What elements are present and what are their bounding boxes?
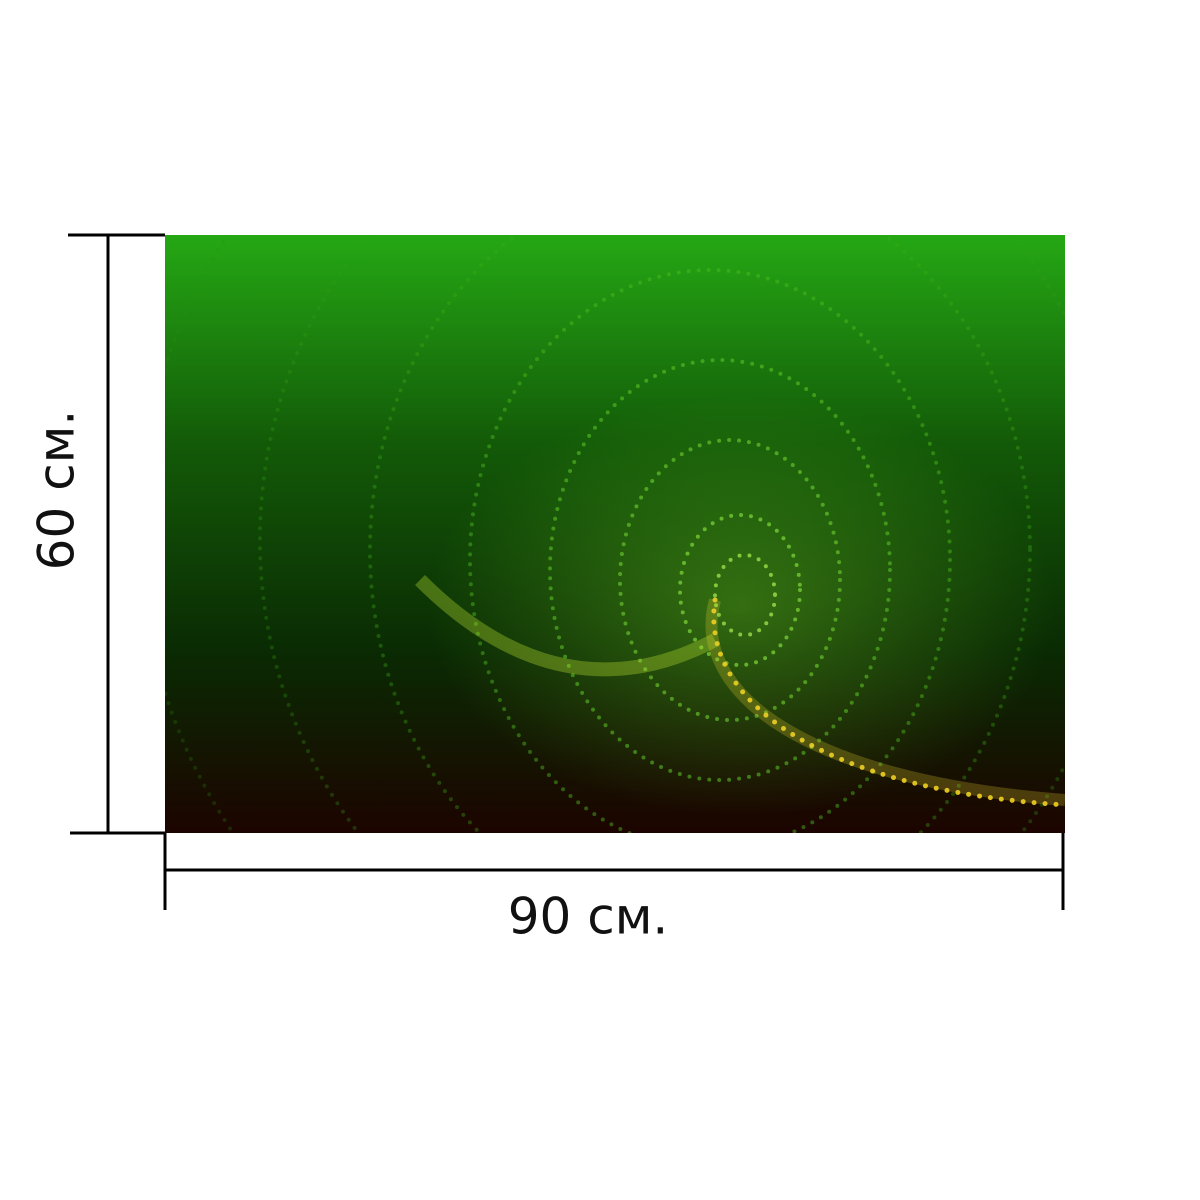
height-dimension: 60 см.: [28, 233, 165, 835]
picture: [165, 235, 1065, 833]
width-label: 90 см.: [508, 888, 669, 946]
height-label: 60 см.: [28, 410, 86, 571]
width-dimension: 90 см.: [163, 833, 1065, 946]
